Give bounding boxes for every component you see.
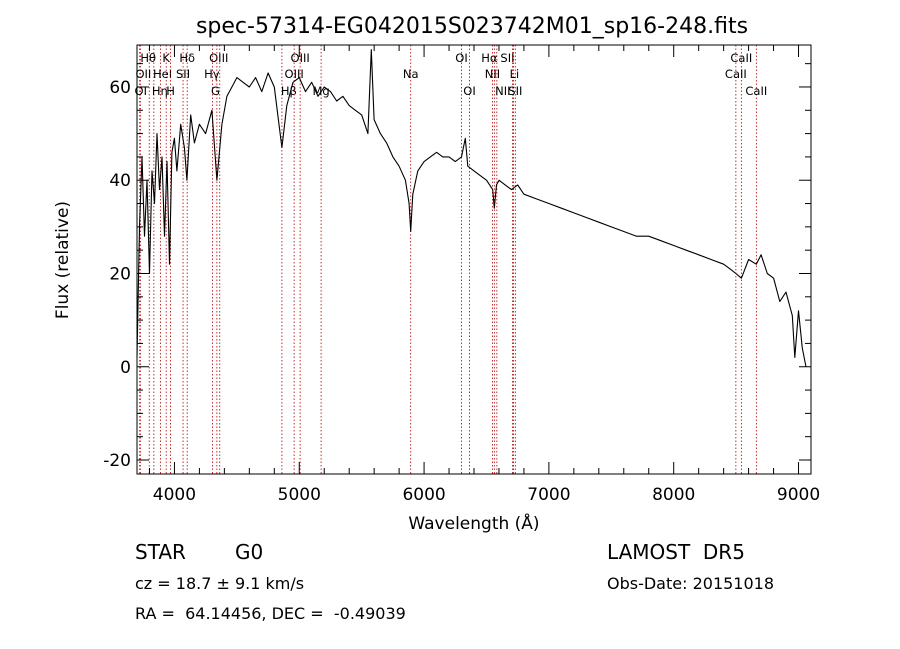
line-label-24: SII (508, 84, 522, 98)
line-label-21: NII (495, 84, 510, 98)
observation-date: Obs-Date: 20151018 (607, 574, 775, 593)
line-label-5: Hη (152, 84, 168, 98)
x-tick-label-5: 9000 (777, 485, 820, 505)
line-label-25: CaII (730, 51, 752, 65)
line-label-1: OII (135, 67, 151, 81)
line-label-12: Hβ (281, 84, 297, 98)
line-label-2: OI (135, 84, 147, 98)
line-label-3: K (162, 51, 170, 65)
axis-ticks: 4000 5000 6000 7000 8000 9000 -20 0 20 40 60 (103, 45, 820, 505)
line-label-4: HeI (153, 67, 172, 81)
line-label-18: OI (463, 84, 475, 98)
x-tick-label-0: 4000 (153, 485, 196, 505)
line-label-9: OIII (209, 51, 228, 65)
line-label-17: OI (455, 51, 467, 65)
survey-name: LAMOST DR5 (607, 540, 745, 564)
line-label-23: Li (510, 67, 520, 81)
line-label-16: Na (403, 67, 419, 81)
line-label-22: SII (500, 51, 514, 65)
chart-title: spec-57314-EG042015S023742M01_sp16-248.f… (196, 14, 748, 39)
line-label-14: OIII (285, 67, 304, 81)
coordinates: RA = 64.14456, DEC = -0.49039 (135, 604, 406, 623)
spectrum-series (136, 49, 807, 367)
y-axis-label: Flux (relative) (53, 201, 73, 319)
y-tick-label-4: 60 (109, 78, 131, 98)
x-tick-label-3: 7000 (527, 485, 570, 505)
redshift-cz: cz = 18.7 ± 9.1 km/s (135, 574, 305, 593)
x-tick-label-4: 8000 (652, 485, 695, 505)
line-label-26: CaII (725, 67, 747, 81)
line-label-8: SII (176, 67, 190, 81)
y-tick-label-2: 20 (109, 264, 131, 284)
line-label-10: Hγ (204, 67, 220, 81)
x-tick-label-2: 6000 (402, 485, 445, 505)
line-label-11: G (211, 84, 220, 98)
line-label-7: Hδ (179, 51, 195, 65)
line-label-0: Hθ (140, 51, 156, 65)
y-tick-label-3: 40 (109, 171, 131, 191)
x-tick-label-1: 5000 (278, 485, 321, 505)
line-label-13: OIII (291, 51, 310, 65)
x-axis-label: Wavelength (Å) (408, 512, 539, 534)
line-label-27: CaII (745, 84, 767, 98)
line-label-19: Hα (481, 51, 498, 65)
y-tick-label-0: -20 (103, 451, 131, 471)
spectrum-line-0 (136, 49, 807, 367)
spectral-subclass: G0 (235, 540, 264, 564)
line-label-20: NII (485, 67, 500, 81)
object-type: STAR (135, 540, 186, 564)
line-label-6: H (166, 84, 175, 98)
y-tick-label-1: 0 (120, 358, 131, 378)
